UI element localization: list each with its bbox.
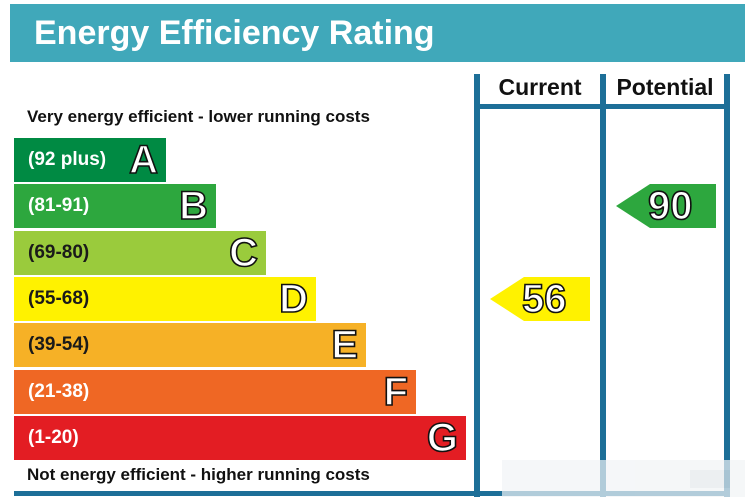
band-f-range: (21-38) — [28, 380, 90, 402]
band-c-letter: C — [228, 230, 258, 275]
band-g: (1-20) G — [14, 415, 466, 460]
watermark-logo — [690, 470, 730, 488]
title-bar: Energy Efficiency Rating — [10, 4, 745, 62]
band-g-letter: G — [426, 415, 459, 460]
current-rating-value: 56 — [521, 276, 567, 321]
potential-column-header: Potential — [616, 74, 714, 100]
band-d-letter: D — [278, 276, 308, 321]
bottom-border — [14, 491, 730, 496]
column-line-right — [724, 74, 730, 497]
band-a-range: (92 plus) — [28, 149, 107, 170]
band-b-range: (81-91) — [28, 195, 90, 217]
band-d: (55-68) D — [14, 276, 316, 321]
potential-arrow-shape — [616, 184, 716, 229]
header-underline — [474, 104, 730, 109]
band-b-letter: B — [178, 184, 208, 229]
potential-rating-arrow: 90 — [616, 184, 716, 229]
band-a-letter: A — [128, 138, 158, 182]
band-f-letter: F — [383, 369, 409, 414]
band-b: (81-91) B — [14, 184, 216, 229]
potential-rating-value: 90 — [647, 184, 693, 229]
band-e-letter: E — [331, 323, 359, 368]
band-f: (21-38) F — [14, 369, 416, 414]
band-e-range: (39-54) — [28, 334, 90, 356]
band-e: (39-54) E — [14, 323, 366, 368]
current-rating-arrow: 56 — [490, 276, 590, 321]
column-line-middle — [600, 74, 606, 497]
current-arrow-shape — [490, 276, 590, 321]
bottom-note: Not energy efficient - higher running co… — [27, 465, 370, 484]
band-c: (69-80) C — [14, 230, 266, 275]
band-d-range: (55-68) — [28, 287, 90, 309]
watermark — [502, 460, 745, 497]
column-line-left — [474, 74, 480, 497]
page-title: Energy Efficiency Rating — [34, 14, 435, 52]
current-column-header: Current — [498, 74, 582, 100]
top-note: Very energy efficient - lower running co… — [27, 107, 370, 126]
band-c-range: (69-80) — [28, 241, 90, 263]
band-g-range: (1-20) — [28, 426, 79, 448]
band-a: (92 plus) A — [14, 138, 166, 182]
